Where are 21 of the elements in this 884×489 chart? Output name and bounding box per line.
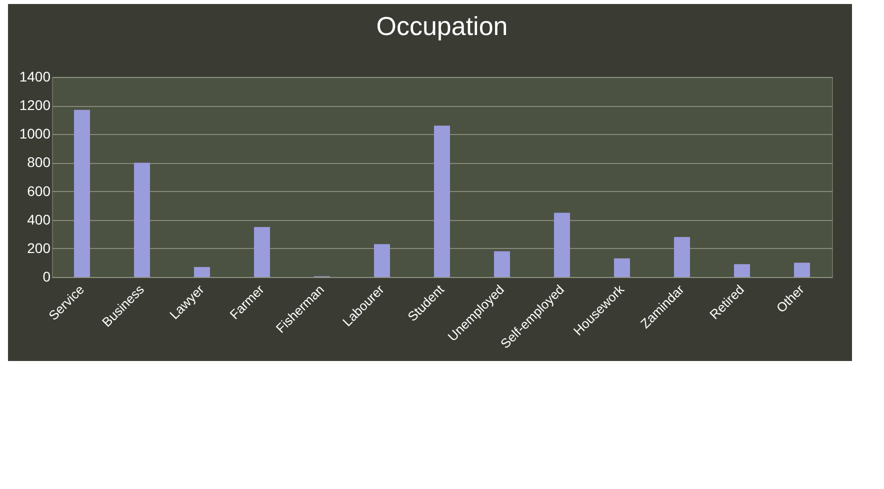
bar — [614, 258, 630, 277]
bar — [794, 262, 810, 277]
y-tick-label: 1200 — [19, 97, 51, 114]
y-tick-label: 600 — [27, 182, 51, 199]
bar — [434, 126, 450, 277]
bar — [554, 212, 570, 277]
bar — [374, 244, 390, 277]
bar — [674, 237, 690, 277]
chart-title: Occupation — [376, 11, 508, 41]
y-tick-label: 0 — [42, 268, 51, 284]
bar — [194, 267, 210, 277]
bar — [254, 227, 270, 277]
bar — [74, 110, 90, 277]
y-tick-label: 400 — [27, 211, 51, 228]
bar — [734, 264, 750, 277]
y-tick-label: 1400 — [19, 68, 51, 84]
y-tick-label: 200 — [27, 240, 51, 256]
y-tick-label: 1000 — [19, 126, 51, 142]
bar — [494, 251, 510, 277]
bar — [134, 162, 150, 277]
y-tick-label: 800 — [27, 154, 51, 170]
